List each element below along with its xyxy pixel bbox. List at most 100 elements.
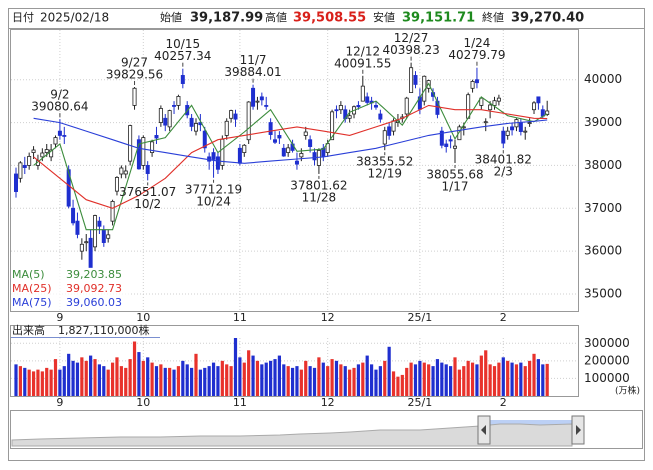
candle-body <box>97 220 102 227</box>
close-label: 終値 <box>482 10 504 24</box>
volume-bar <box>264 362 268 396</box>
ma-line <box>33 82 548 231</box>
candle-body <box>101 229 106 243</box>
candle-body <box>255 100 260 103</box>
volume-bar <box>67 353 71 396</box>
volume-bar <box>286 366 290 396</box>
volume-bar <box>383 360 387 396</box>
volume-bar <box>488 364 492 396</box>
volume-bar <box>14 364 18 396</box>
annotation-date: 12/27 <box>394 31 429 45</box>
volume-bar <box>97 364 102 396</box>
legend-name: MA(75) <box>12 296 52 309</box>
x-tick-label: 11 <box>233 311 247 324</box>
candle-body <box>40 152 45 158</box>
candle-body <box>444 143 449 147</box>
candle-body <box>79 243 84 252</box>
candle-body <box>466 94 471 119</box>
candle-body <box>202 130 207 149</box>
date-label: 日付 <box>12 11 34 24</box>
volume-bar <box>479 355 483 396</box>
volume-bar <box>308 366 312 396</box>
candle-body <box>106 234 111 239</box>
candle-body <box>84 241 89 244</box>
candle-body <box>527 122 532 124</box>
volume-bar <box>216 366 220 396</box>
volume-bar <box>251 355 255 396</box>
candle-body <box>62 135 67 137</box>
volume-bar <box>462 366 466 396</box>
ma-line <box>33 117 548 164</box>
candle-body <box>53 137 58 145</box>
candle-body <box>193 123 198 132</box>
volume-bar <box>247 350 251 396</box>
candle-body <box>172 105 177 107</box>
x-tick-label: 2 <box>500 396 507 409</box>
candle-body <box>299 153 304 158</box>
arrow-left <box>481 425 486 435</box>
volume-bar <box>124 367 128 396</box>
annotation-value: 40398.23 <box>382 43 439 57</box>
candle-body <box>154 135 159 139</box>
y-tick-label: 100000 <box>584 371 630 385</box>
candle-body <box>163 117 168 126</box>
volume-bar <box>31 371 36 396</box>
annotation-date: 11/28 <box>302 190 337 204</box>
volume-bar <box>422 362 426 396</box>
candle-body <box>382 130 387 145</box>
x-tick-label: 9 <box>56 311 63 324</box>
annotation-date: 9/27 <box>121 56 148 70</box>
y-tick-label: 39000 <box>584 115 622 129</box>
volume-bar <box>71 360 75 396</box>
annotation-value: 39829.56 <box>106 68 163 82</box>
volume-unit: (万株) <box>615 385 640 397</box>
candle-body <box>356 105 361 108</box>
navigator-area <box>11 423 573 447</box>
y-tick-label: 38000 <box>584 158 622 172</box>
volume-bar <box>128 359 132 396</box>
candle-body <box>246 101 251 141</box>
annotation-date: 1/24 <box>463 36 490 50</box>
candle-body <box>518 122 523 132</box>
volume-bar <box>238 357 242 396</box>
volume-panel <box>10 325 579 397</box>
volume-bar <box>470 362 475 396</box>
volume-bar <box>444 364 448 396</box>
candle-body <box>505 130 510 136</box>
volume-bar <box>449 366 453 396</box>
annotation-date: 10/24 <box>196 194 231 208</box>
volume-bar <box>466 360 470 396</box>
low-value: 39,151.71 <box>402 11 475 26</box>
candle-body <box>189 117 194 127</box>
annotation-value: 40257.34 <box>154 49 211 63</box>
volume-bar <box>255 360 260 396</box>
candle-body <box>378 113 383 120</box>
volume-bar <box>541 364 545 396</box>
candle-body <box>141 137 146 166</box>
candle-body <box>44 149 49 153</box>
candle-body <box>233 113 238 120</box>
volume-title: 出来高 <box>12 323 45 337</box>
annotation-value: 39884.01 <box>224 65 281 79</box>
x-tick-label: 10 <box>136 311 150 324</box>
volume-bar <box>190 367 194 396</box>
y-tick-label: 37000 <box>584 201 622 215</box>
candle-body <box>49 149 54 158</box>
candle-body <box>316 150 321 166</box>
candle-body <box>479 97 484 106</box>
volume-bar <box>146 357 150 396</box>
volume-bar <box>409 362 413 396</box>
volume-bar <box>141 360 145 396</box>
volume-bar <box>532 353 536 396</box>
annotation-date: 2/3 <box>494 165 513 179</box>
volume-bar <box>150 362 154 396</box>
volume-bar <box>172 369 176 396</box>
ma-line <box>33 104 548 209</box>
legend-name: MA(5) <box>12 268 45 281</box>
annotation-value: 39080.64 <box>31 100 88 114</box>
low-label: 安値 <box>373 10 395 24</box>
candle-body <box>510 126 515 131</box>
volume-bar <box>163 367 167 396</box>
volume-bar <box>168 367 172 396</box>
